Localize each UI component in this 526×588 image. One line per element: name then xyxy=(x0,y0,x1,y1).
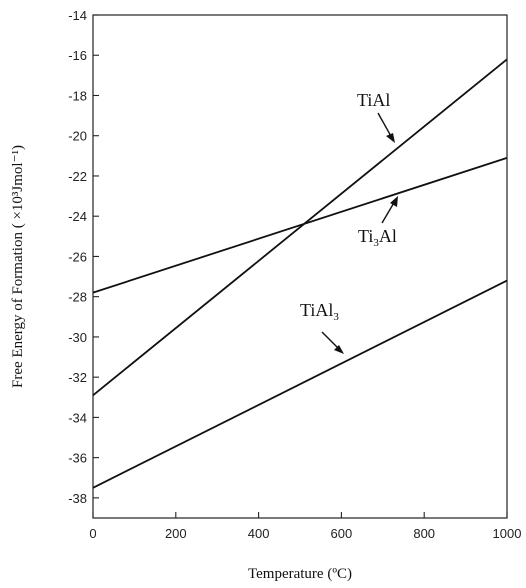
y-tick-label: -22 xyxy=(68,169,87,184)
x-tick-label: 1000 xyxy=(493,526,522,541)
y-tick-label: -14 xyxy=(68,8,87,23)
plot-area: -14-16-18-20-22-24-26-28-30-32-34-36-38 … xyxy=(10,8,521,582)
y-tick-label: -34 xyxy=(68,410,87,425)
y-tick-label: -18 xyxy=(68,88,87,103)
series-lines xyxy=(92,58,508,489)
arrow-tial-shaft xyxy=(377,112,393,139)
x-tick-label: 800 xyxy=(413,526,435,541)
plot-frame xyxy=(92,14,508,519)
series-line-ti3al xyxy=(92,156,508,294)
series-line-tial xyxy=(92,58,508,396)
annotations: TiAl Ti3Al TiAl3 xyxy=(300,90,398,354)
arrow-ti3al-head xyxy=(390,196,398,207)
arrow-ti3al-shaft xyxy=(381,200,396,224)
y-tick-label: -26 xyxy=(68,249,87,264)
y-tick-label: -30 xyxy=(68,330,87,345)
x-tick-label: 200 xyxy=(165,526,187,541)
y-tick-label: -16 xyxy=(68,48,87,63)
y-tick-label: -20 xyxy=(68,129,87,144)
x-tick-label: 400 xyxy=(248,526,270,541)
x-tick-label: 600 xyxy=(331,526,353,541)
y-tick-label: -36 xyxy=(68,451,87,466)
label-tial: TiAl xyxy=(357,90,390,110)
arrow-tial-head xyxy=(386,133,395,143)
series-line-tial3 xyxy=(92,279,508,489)
y-tick-label: -38 xyxy=(68,491,87,506)
x-tick-label: 0 xyxy=(89,526,96,541)
x-axis-title: Temperature (ºC) xyxy=(248,566,352,582)
arrow-tial3-head xyxy=(334,345,344,354)
y-tick-label: -28 xyxy=(68,290,87,305)
label-tial3: TiAl3 xyxy=(300,300,339,323)
y-tick-label: -32 xyxy=(68,370,87,385)
label-ti3al: Ti3Al xyxy=(358,226,397,249)
y-axis-title: Free Energy of Formation ( ×10³Jmol⁻¹) xyxy=(10,145,26,388)
y-axis: -14 -16 -18 -20 -22 -24 -26 -28 -30 -32 -34 -36 -38 xyxy=(68,8,99,506)
y-tick-label: -24 xyxy=(68,209,87,224)
x-axis: 0 200 400 600 800 1000 xyxy=(89,512,521,541)
